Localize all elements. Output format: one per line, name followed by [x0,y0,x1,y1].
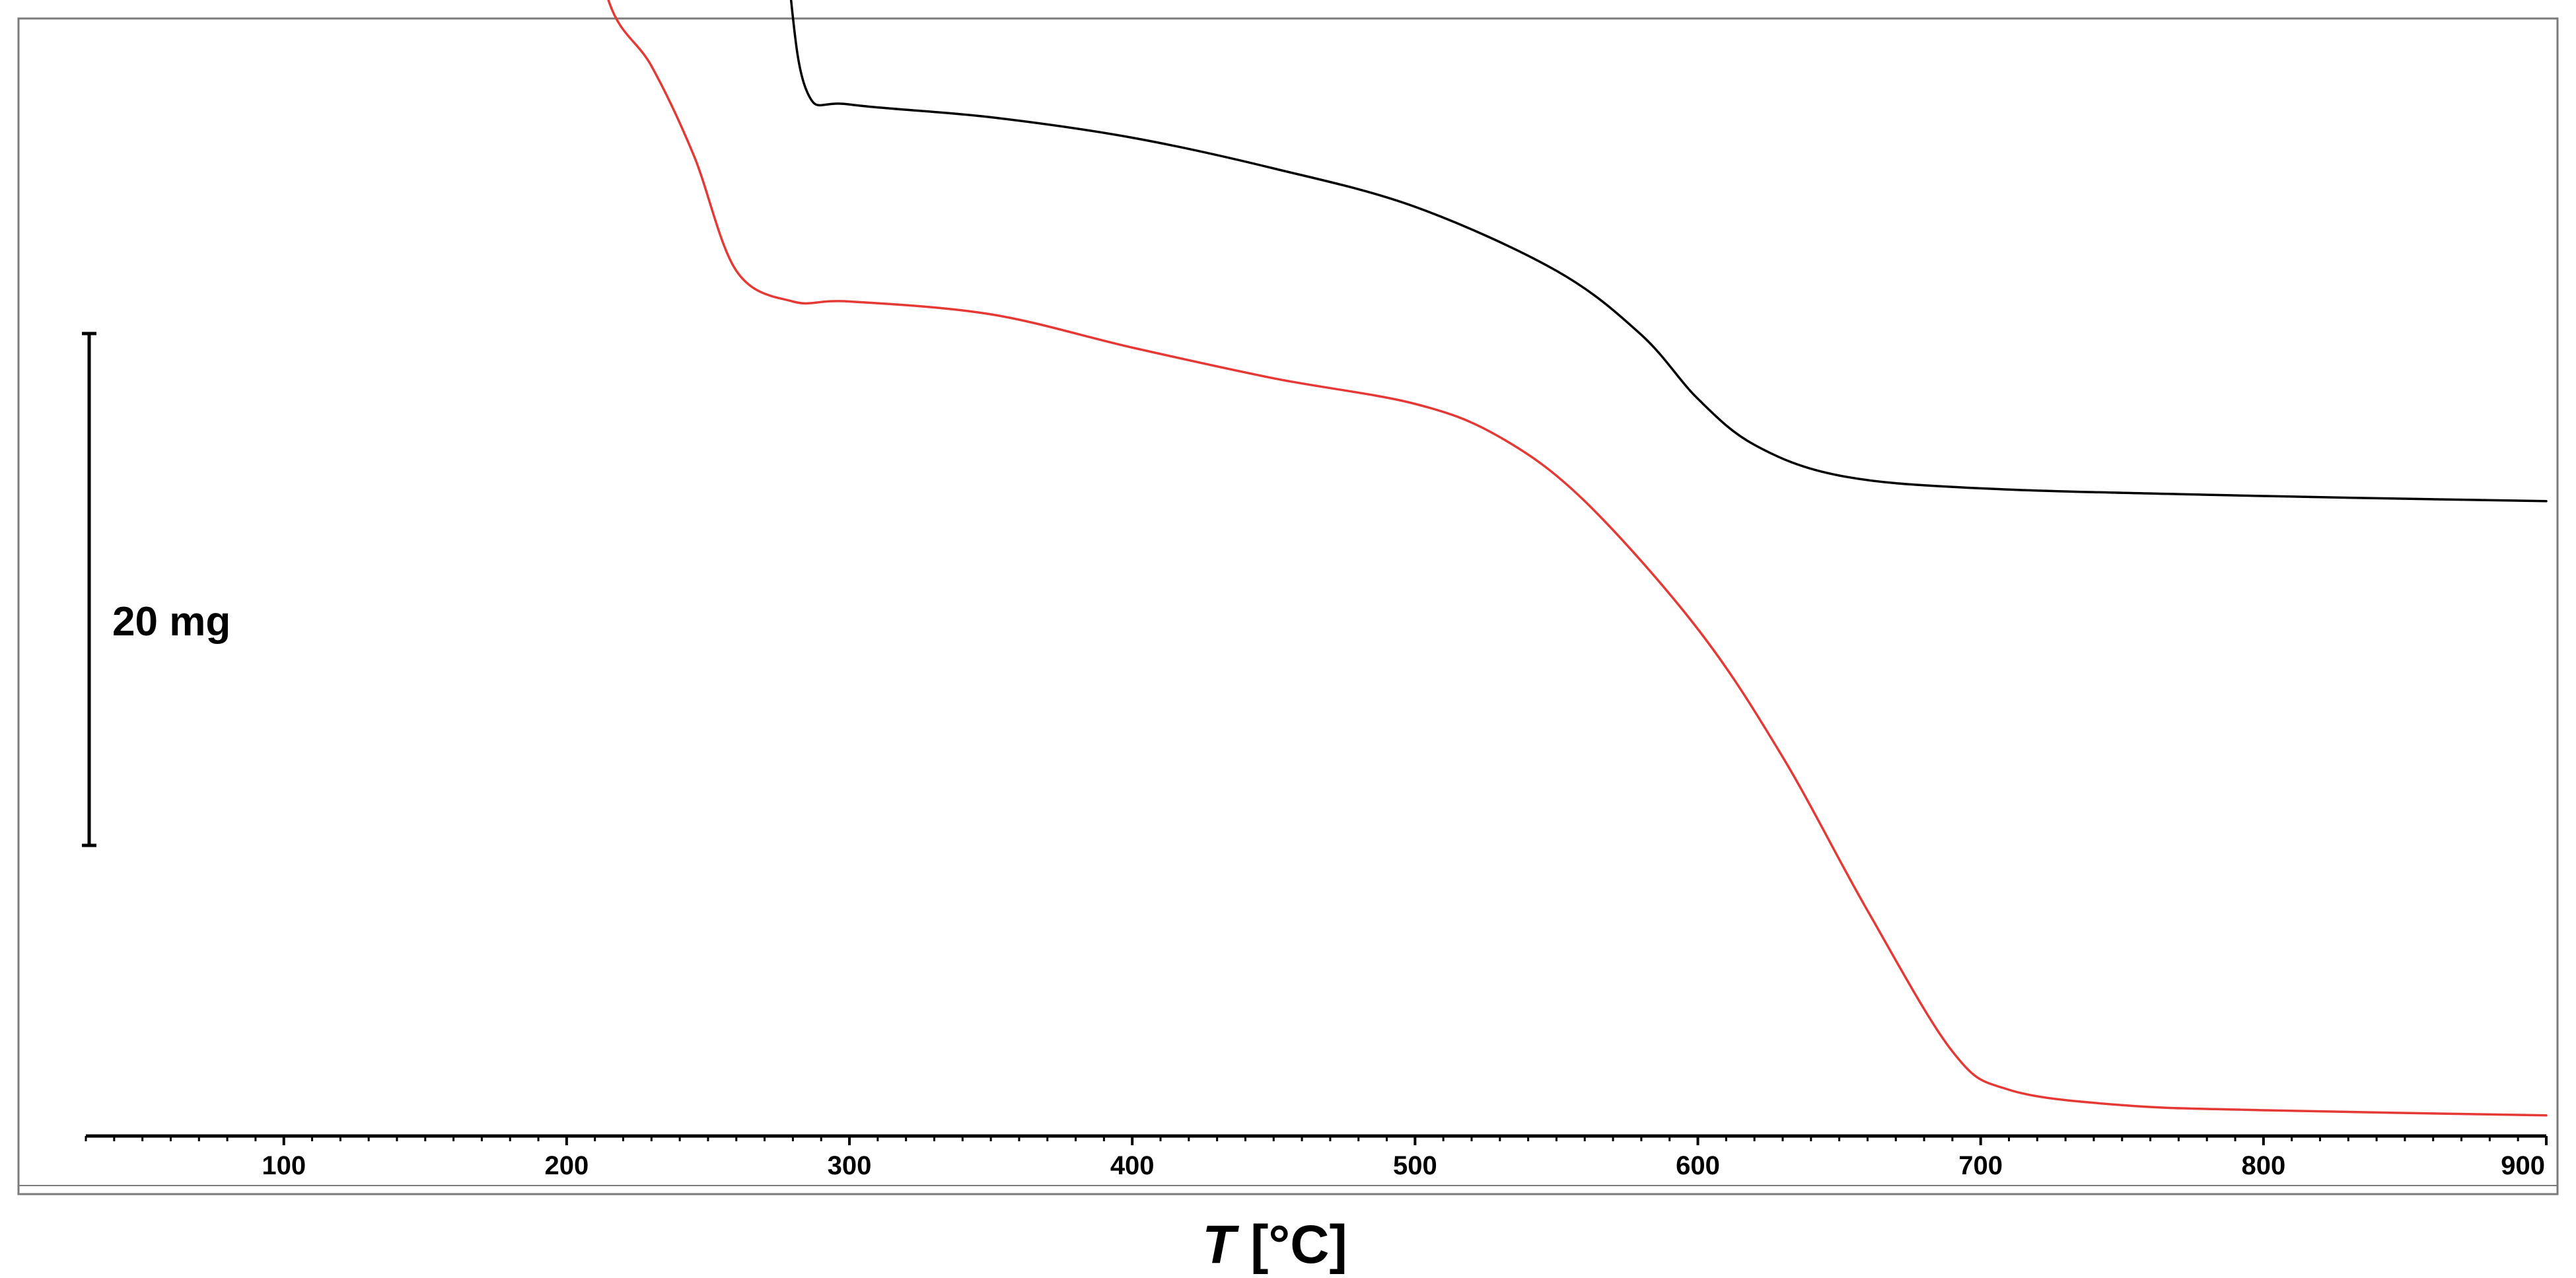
x-tick-labels: 100 200 300 400 500 600 700 800 900 [262,1151,2545,1180]
scale-bar: 20 mg [82,332,231,847]
scale-bar-label: 20 mg [112,599,231,645]
x-tick-label: 400 [1110,1151,1155,1180]
series-line-1 [789,0,2548,503]
x-axis-title-unit: [°C] [1235,1215,1347,1275]
x-tick-label: 200 [544,1151,589,1180]
x-axis: 100 200 300 400 500 600 700 800 900 [18,1134,2558,1186]
x-axis-title-symbol: T [1202,1215,1239,1275]
x-axis-title: T [°C] [1202,1215,1347,1275]
series-layer [607,0,2548,1117]
x-tick-label: 900 [2501,1151,2545,1180]
x-tick-label: 700 [1958,1151,2003,1180]
plot-frame [17,17,2559,1195]
series-line-2 [607,0,2548,1117]
x-tick-label: 300 [828,1151,872,1180]
x-tick-label: 100 [262,1151,306,1180]
x-tick-label: 800 [2241,1151,2285,1180]
x-tick-label: 500 [1393,1151,1437,1180]
x-tick-label: 600 [1676,1151,1720,1180]
x-ticks [85,1136,2548,1145]
